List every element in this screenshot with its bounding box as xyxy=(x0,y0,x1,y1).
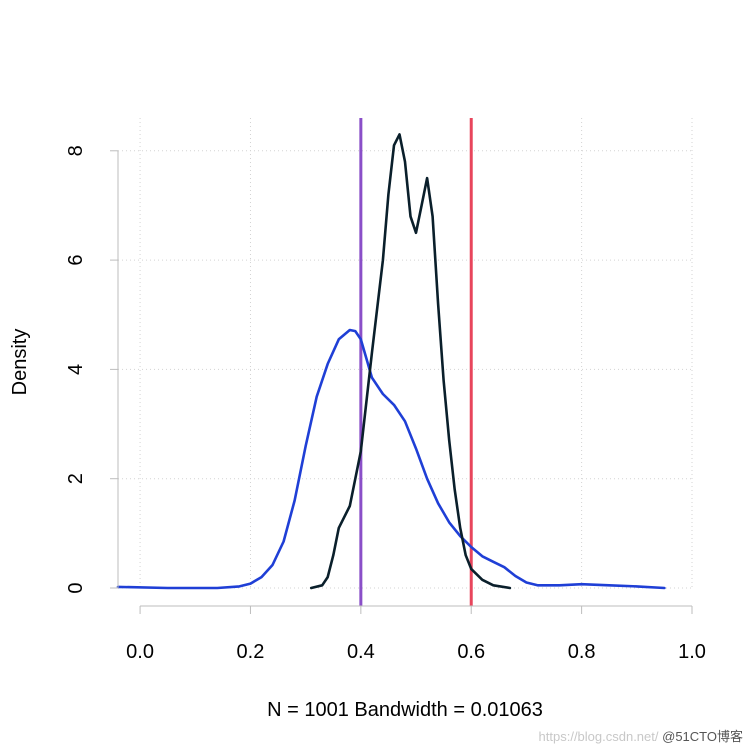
x-tick-label: 0.8 xyxy=(568,641,596,663)
y-tick-label: 8 xyxy=(65,145,87,156)
y-tick-label: 6 xyxy=(65,255,87,266)
grid-lines xyxy=(118,118,693,589)
x-tick-label: 0.4 xyxy=(347,641,375,663)
watermark-url: https://blog.csdn.net/ xyxy=(538,729,659,744)
density-curves xyxy=(116,133,666,590)
x-axis-title: N = 1001 Bandwidth = 0.01063 xyxy=(267,699,543,721)
y-tick-label: 2 xyxy=(65,473,87,484)
density-line-0 xyxy=(116,328,666,590)
density-line-1 xyxy=(309,133,512,590)
reference-lines xyxy=(359,118,473,606)
watermark-brand: @51CTO博客 xyxy=(662,729,743,744)
x-tick-label: 0.0 xyxy=(126,641,154,663)
x-tick-label: 0.2 xyxy=(237,641,265,663)
axes: 0.0 0.2 0.4 0.6 0.8 1.0 0 2 4 6 8 xyxy=(65,145,706,663)
y-axis-title: Density xyxy=(9,329,31,396)
watermark: https://blog.csdn.net/ @51CTO博客 xyxy=(539,726,743,745)
y-tick-label: 4 xyxy=(65,364,87,375)
x-tick-label: 0.6 xyxy=(457,641,485,663)
y-tick-label: 0 xyxy=(65,582,87,593)
x-tick-label: 1.0 xyxy=(678,641,706,663)
